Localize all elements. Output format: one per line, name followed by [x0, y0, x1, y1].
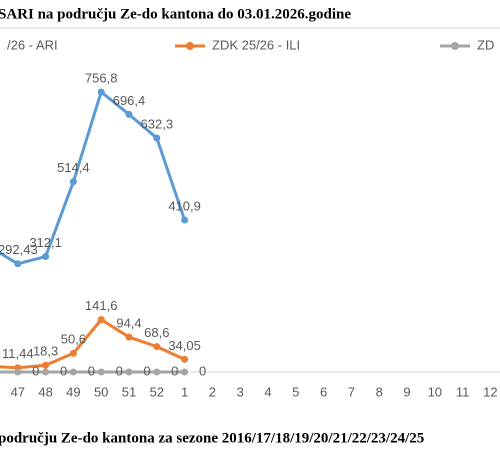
data-label: 68,6: [144, 325, 169, 340]
x-tick-label: 3: [237, 384, 244, 399]
data-point: [14, 260, 22, 268]
footer-text: području Ze-do kantona za sezone 2016/17…: [0, 430, 424, 446]
x-tick-label: 49: [66, 384, 80, 399]
data-point: [69, 178, 77, 186]
data-point: [153, 134, 161, 142]
data-point: [125, 333, 133, 341]
data-label: 0: [199, 363, 206, 378]
data-label: 11,44: [2, 346, 34, 361]
series-line: [0, 90, 187, 266]
legend-label: ZDK 25/26 - ILI: [212, 37, 300, 52]
legend-marker: [186, 42, 194, 50]
x-tick-label: 11: [456, 384, 470, 399]
data-point: [69, 368, 77, 376]
data-point: [69, 349, 77, 357]
data-label: 0: [171, 363, 178, 378]
data-point: [181, 368, 189, 376]
data-label: 0: [32, 363, 39, 378]
legend-marker: [451, 42, 459, 50]
data-label: 0: [88, 363, 95, 378]
x-tick-label: 6: [320, 384, 327, 399]
data-point: [153, 343, 161, 351]
data-point: [97, 88, 105, 96]
x-tick-label: 4: [264, 384, 271, 399]
data-point: [14, 368, 22, 376]
data-point: [125, 368, 133, 376]
data-label: 632,3: [141, 116, 174, 131]
data-point: [153, 368, 161, 376]
series-line: [0, 318, 186, 370]
x-tick-label: 7: [348, 384, 355, 399]
data-point: [42, 368, 50, 376]
data-label: 756,8: [85, 70, 118, 85]
data-label: 514,4: [57, 160, 90, 175]
data-point: [42, 361, 50, 369]
data-label: 0: [143, 363, 150, 378]
data-point: [181, 355, 189, 363]
data-point: [42, 253, 50, 261]
x-tick-label: 50: [94, 384, 108, 399]
chart-title: SARI na području Ze-do kantona do 03.01.…: [0, 6, 351, 22]
x-tick-label: 48: [38, 384, 52, 399]
data-label: 141,6: [85, 298, 118, 313]
data-point: [181, 216, 189, 224]
data-label: 50,6: [61, 332, 86, 347]
data-label: 292,43: [0, 242, 38, 257]
x-tick-label: 8: [376, 384, 383, 399]
data-label: 34,05: [168, 338, 201, 353]
data-label: 18,3: [33, 344, 58, 359]
data-label: 94,4: [116, 316, 141, 331]
data-label: 312,1: [29, 235, 62, 250]
x-tick-label: 47: [11, 384, 25, 399]
x-tick-label: 51: [122, 384, 136, 399]
data-label: 0: [116, 363, 123, 378]
data-label: 0: [60, 363, 67, 378]
data-point: [125, 110, 133, 118]
x-tick-label: 2: [209, 384, 216, 399]
legend-label: /26 - ARI: [7, 37, 58, 52]
x-tick-label: 12: [483, 384, 497, 399]
data-point: [97, 316, 105, 324]
x-tick-label: 9: [403, 384, 410, 399]
legend-label: ZD: [477, 37, 494, 52]
data-label: 410,9: [168, 198, 201, 213]
x-tick-label: 52: [150, 384, 164, 399]
x-tick-label: 1: [181, 384, 188, 399]
x-tick-label: 10: [428, 384, 442, 399]
x-tick-label: 5: [292, 384, 299, 399]
data-label: 696,4: [113, 93, 146, 108]
data-point: [97, 368, 105, 376]
